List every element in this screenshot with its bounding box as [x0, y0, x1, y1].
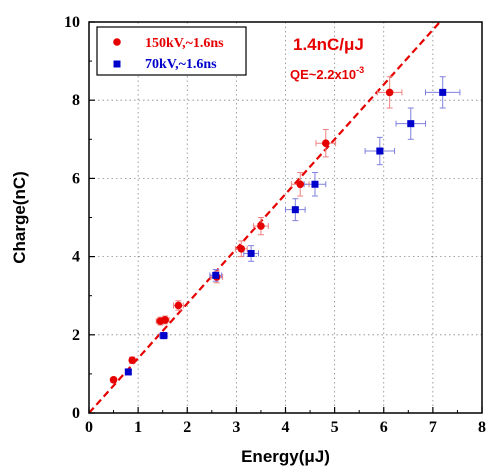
- y-tick-label: 8: [72, 92, 80, 109]
- y-tick-label: 2: [72, 327, 80, 344]
- data-point-70kv: [291, 206, 299, 214]
- y-tick-label: 0: [72, 405, 80, 422]
- x-tick-label: 2: [183, 419, 191, 436]
- data-point-150kv: [321, 139, 330, 148]
- data-point-70kv: [439, 88, 447, 96]
- data-points: [109, 88, 447, 384]
- tick-labels: 0 1 2 3 4 5 6 7 8 0 2 4 6 8 10: [64, 14, 486, 436]
- legend-marker-150kv: [113, 38, 121, 46]
- qe-annotation: QE~2.2x10-3: [290, 65, 364, 82]
- x-tick-label: 8: [478, 419, 486, 436]
- data-point-70kv: [311, 180, 319, 188]
- data-point-150kv: [296, 180, 305, 189]
- data-point-70kv: [247, 249, 255, 257]
- grid-lines: [89, 22, 482, 413]
- y-axis-title: Charge(nC): [10, 171, 29, 264]
- legend-box: [96, 26, 247, 76]
- data-point-70kv: [124, 368, 132, 376]
- qe-annotation-base: QE~2.2x10: [290, 67, 356, 82]
- axis-ticks: [88, 21, 483, 414]
- x-axis-title: Energy(μJ): [241, 447, 330, 466]
- data-point-70kv: [376, 147, 384, 155]
- data-point-70kv: [407, 120, 415, 128]
- x-tick-label: 4: [282, 419, 290, 436]
- data-point-70kv: [160, 332, 168, 340]
- y-tick-label: 10: [64, 14, 80, 31]
- slope-annotation: 1.4nC/μJ: [293, 35, 364, 54]
- legend: 150kV,~1.6ns 70kV,~1.6ns: [96, 26, 247, 76]
- data-point-150kv: [237, 244, 246, 253]
- data-point-150kv: [174, 301, 183, 310]
- data-point-70kv: [212, 271, 220, 279]
- data-point-150kv: [385, 88, 394, 97]
- x-tick-label: 1: [134, 419, 142, 436]
- x-tick-label: 7: [429, 419, 437, 436]
- qe-annotation-exponent: -3: [356, 65, 364, 75]
- fit-line: [88, 21, 441, 414]
- y-tick-label: 4: [72, 249, 80, 266]
- data-point-150kv: [257, 222, 265, 230]
- y-tick-label: 6: [72, 170, 80, 187]
- x-tick-label: 0: [85, 419, 93, 436]
- x-tick-label: 6: [380, 419, 388, 436]
- legend-marker-70kv: [113, 60, 121, 68]
- data-point-150kv: [109, 375, 118, 384]
- x-tick-label: 5: [331, 419, 339, 436]
- data-point-150kv: [161, 316, 169, 324]
- data-point-150kv: [128, 356, 137, 365]
- x-tick-label: 3: [232, 419, 240, 436]
- legend-label-150kv: 150kV,~1.6ns: [145, 36, 224, 51]
- legend-label-70kv: 70kV,~1.6ns: [145, 57, 217, 72]
